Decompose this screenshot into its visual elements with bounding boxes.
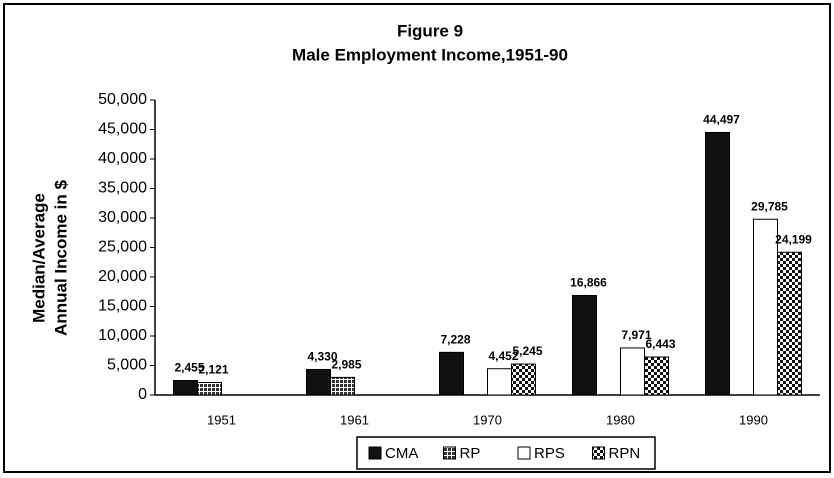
legend-label: RPS: [534, 445, 565, 462]
y-axis-label: Annual Income in $: [51, 180, 70, 336]
y-tick-label: 20,000: [98, 268, 147, 285]
data-label: 29,785: [751, 199, 788, 213]
data-label: 24,199: [775, 232, 812, 246]
y-tick-label: 15,000: [98, 298, 147, 315]
legend-swatch: [517, 446, 531, 460]
y-tick-label: 10,000: [98, 327, 147, 344]
legend-swatch: [368, 446, 382, 460]
chart-title: Figure 9: [397, 21, 463, 40]
bar: [753, 218, 778, 396]
chart-title: Male Employment Income,1951-90: [292, 45, 568, 64]
bar: [173, 380, 198, 396]
data-label: 44,497: [703, 113, 740, 127]
bar: [644, 356, 669, 396]
bar: [572, 294, 597, 396]
y-axis-label: Median/Average: [29, 193, 48, 323]
legend-swatch: [443, 446, 456, 460]
y-tick-label: 35,000: [98, 180, 147, 197]
y-tick-label: 45,000: [98, 121, 147, 138]
y-tick-label: 50,000: [98, 91, 147, 108]
y-tick-label: 5,000: [107, 357, 147, 374]
bar: [330, 376, 355, 396]
data-label: 5,245: [512, 344, 542, 358]
data-label: 4,452: [488, 349, 518, 363]
data-label: 2,455: [174, 361, 204, 375]
y-tick-label: 30,000: [98, 209, 147, 226]
x-tick-label: 1951: [207, 412, 236, 427]
bar: [705, 131, 730, 396]
data-label: 7,228: [440, 333, 470, 347]
bar: [511, 363, 536, 396]
bar: [777, 251, 802, 396]
data-label: 6,443: [645, 337, 675, 351]
chart-frame: [3, 3, 831, 473]
legend-label: RP: [460, 445, 481, 462]
y-tick-label: 25,000: [98, 239, 147, 256]
x-tick-label: 1980: [606, 412, 635, 427]
bar: [620, 347, 645, 396]
bar: [439, 351, 464, 396]
legend-box: [356, 436, 656, 470]
y-tick-label: 40,000: [98, 150, 147, 167]
data-label: 4,330: [307, 350, 337, 364]
data-label: 2,985: [331, 358, 361, 372]
legend-swatch: [592, 446, 605, 460]
bar: [487, 368, 512, 396]
x-tick-label: 1990: [739, 412, 768, 427]
legend-label: RPN: [609, 445, 641, 462]
bar: [306, 368, 331, 396]
legend-label: CMA: [385, 445, 418, 462]
x-tick-label: 1961: [340, 412, 369, 427]
data-label: 16,866: [570, 276, 607, 290]
bar: [197, 381, 222, 396]
data-label: 7,971: [621, 328, 651, 342]
x-tick-label: 1970: [473, 412, 502, 427]
data-label: 2,121: [198, 363, 228, 377]
y-tick-label: 0: [138, 386, 147, 403]
